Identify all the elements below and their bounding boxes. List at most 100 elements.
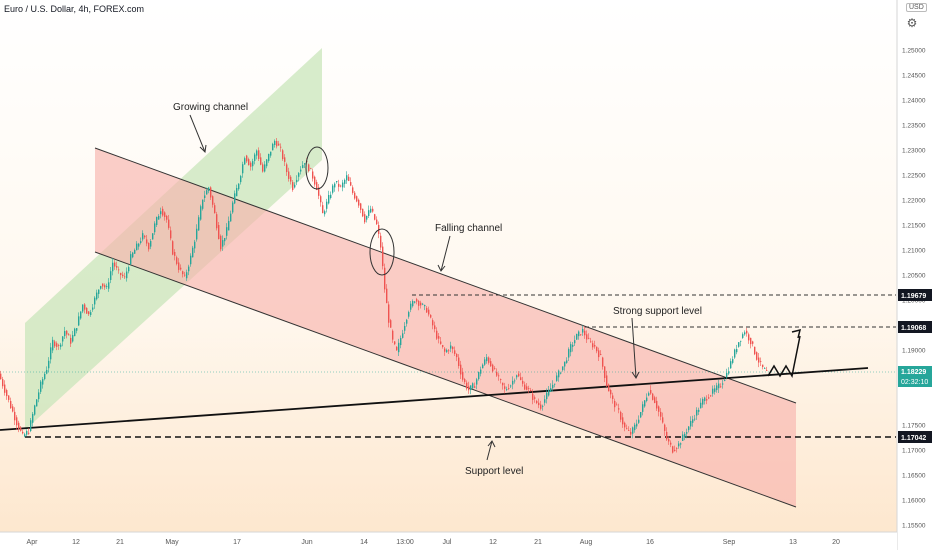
candle-body — [270, 151, 272, 156]
price-label: 1.17042 — [901, 435, 926, 442]
falling-channel-upper-line[interactable] — [94, 147, 797, 404]
candle-body — [468, 386, 470, 391]
current-price-label-bg[interactable] — [898, 366, 932, 387]
candle-body — [236, 188, 238, 197]
candle-body — [328, 195, 330, 204]
candle-body — [336, 181, 338, 183]
candle-body — [282, 150, 284, 160]
candle-body — [726, 372, 728, 378]
candle-body — [550, 388, 552, 392]
candle-body — [284, 157, 286, 162]
candle-body — [112, 262, 114, 272]
candle-body — [466, 382, 468, 389]
projection-zigzag[interactable] — [767, 335, 801, 379]
candle-body — [732, 359, 734, 363]
candle-body — [500, 379, 502, 381]
candle-body — [2, 379, 4, 387]
candle-body — [722, 383, 724, 385]
candle-body — [512, 380, 514, 385]
price-label-bg[interactable] — [898, 431, 932, 443]
candle-body — [752, 341, 754, 344]
candle-body — [190, 255, 192, 265]
settings-icon[interactable]: ⚙ — [906, 16, 918, 30]
candle-body — [544, 399, 546, 403]
candle-body — [374, 214, 376, 220]
candle-body — [484, 359, 486, 365]
candle-body — [414, 301, 416, 303]
candle-body — [476, 379, 478, 385]
candle-body — [480, 369, 482, 374]
candle-body — [754, 346, 756, 355]
candle-body — [478, 371, 480, 380]
candle-body — [442, 345, 444, 347]
candle-body — [8, 395, 10, 400]
x-tick-label: 14 — [360, 539, 368, 546]
candle-body — [168, 219, 170, 228]
candle-body — [404, 325, 406, 331]
candle-body — [48, 360, 50, 369]
candle-body — [758, 357, 760, 363]
candle-body — [648, 393, 650, 396]
candle-body — [96, 292, 98, 300]
candle-body — [618, 408, 620, 410]
price-label-bg[interactable] — [898, 289, 932, 301]
y-axis-panel[interactable] — [897, 0, 932, 550]
candle-body — [338, 183, 340, 187]
candle-body — [344, 179, 346, 184]
candle-body — [330, 194, 332, 198]
candle-body — [110, 271, 112, 280]
y-tick-label: 1.25000 — [902, 48, 926, 55]
candle-body — [380, 235, 382, 248]
y-tick-label: 1.19000 — [902, 348, 926, 355]
x-tick-label: 13:00 — [396, 539, 414, 546]
strong-support-trendline[interactable] — [0, 367, 869, 431]
candle-body — [598, 350, 600, 358]
candle-body — [764, 368, 766, 369]
price-labels: 1.19679 1.19068 1.18229 02:32:10 1.17042 — [898, 289, 932, 443]
candle-body — [756, 352, 758, 360]
candle-body — [702, 398, 704, 405]
breakout-circle-2[interactable] — [369, 228, 395, 276]
candle-body — [716, 385, 718, 391]
candle-body — [0, 373, 2, 380]
candle-body — [202, 199, 204, 209]
candle-body — [78, 316, 80, 326]
candle-body — [148, 243, 150, 250]
strong-support-arrowhead — [631, 371, 640, 379]
candle-body — [92, 307, 94, 310]
falling-channel-lower-line[interactable] — [94, 251, 797, 508]
candle-body — [304, 163, 306, 165]
candle-body — [12, 406, 14, 412]
candle-body — [426, 307, 428, 313]
price-label-bg[interactable] — [898, 321, 932, 333]
current-price-label: 1.18229 — [901, 369, 926, 376]
currency-badge[interactable]: USD — [906, 3, 927, 12]
candle-body — [650, 390, 652, 394]
candle-body — [360, 203, 362, 210]
candle-body — [370, 208, 372, 213]
candle-body — [516, 375, 518, 378]
candle-body — [658, 406, 660, 412]
candle-body — [76, 328, 78, 331]
candle-body — [228, 220, 230, 231]
candle-body — [766, 370, 768, 371]
candle-body — [354, 192, 356, 199]
candle-body — [208, 187, 210, 191]
candle-body — [524, 384, 526, 390]
candle-body — [448, 350, 450, 352]
candle-body — [252, 161, 254, 167]
candle-body — [262, 164, 264, 172]
candle-body — [454, 350, 456, 354]
candle-body — [432, 320, 434, 326]
candle-body — [736, 349, 738, 353]
x-tick-label: 13 — [789, 539, 797, 546]
candle-body — [436, 330, 438, 339]
candle-body — [520, 377, 522, 380]
candle-body — [642, 404, 644, 412]
x-axis-panel[interactable] — [0, 532, 897, 550]
candle-body — [26, 431, 28, 435]
candle-body — [58, 345, 60, 346]
breakout-circle-1[interactable] — [305, 146, 329, 190]
